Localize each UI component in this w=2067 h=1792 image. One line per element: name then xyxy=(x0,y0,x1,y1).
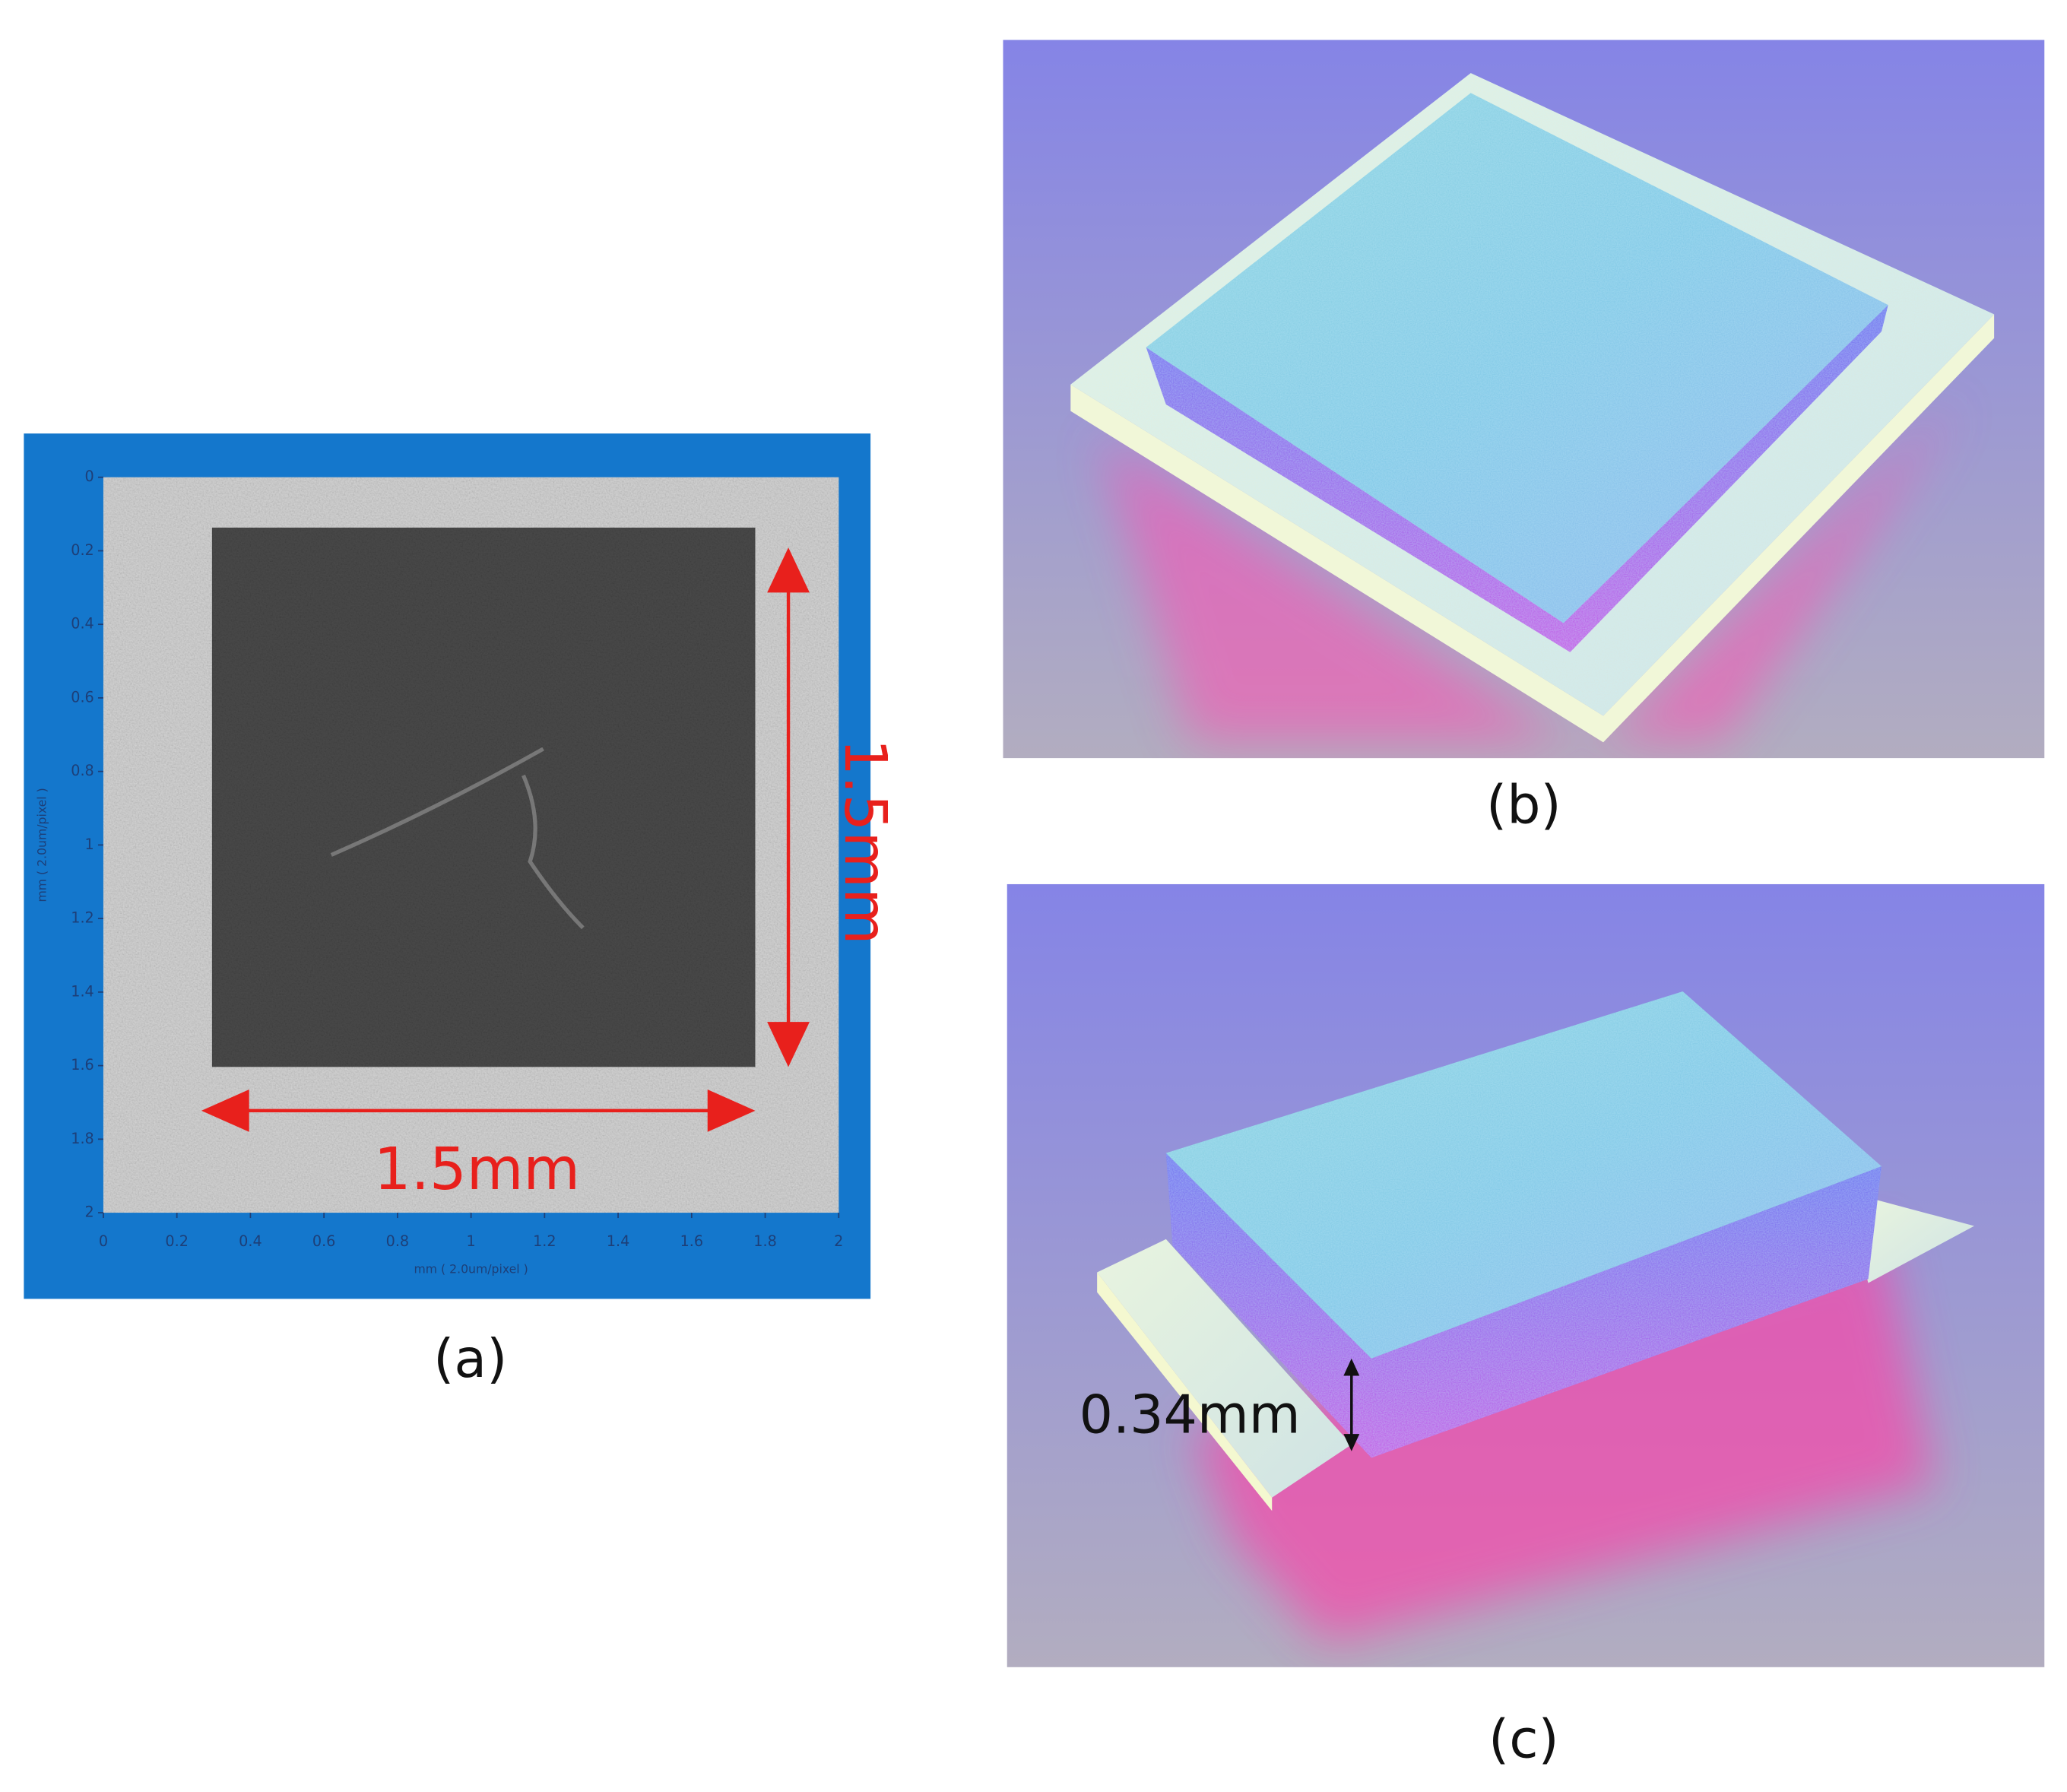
panel-b: (b) xyxy=(1003,40,2045,836)
y-tick-label: 2 xyxy=(85,1204,94,1221)
y-tick-label: 0.4 xyxy=(71,615,94,633)
y-tick-label: 1.6 xyxy=(71,1056,94,1074)
plate-edge xyxy=(1097,1272,1273,1511)
panel-label: (b) xyxy=(1486,775,1561,836)
height-annotation: 1.5mm xyxy=(831,738,899,944)
y-tick-label: 0.8 xyxy=(71,762,94,779)
chip-front xyxy=(1165,1153,1371,1458)
x-tick-label: 1.6 xyxy=(680,1232,703,1250)
chip-sides xyxy=(1146,305,1888,652)
y-tick-label: 1.8 xyxy=(71,1130,94,1147)
crack xyxy=(330,747,585,930)
x-tick-label: 0.6 xyxy=(312,1232,335,1250)
y-tick-label: 0.6 xyxy=(71,688,94,706)
x-tick-label: 1 xyxy=(467,1232,476,1250)
glow xyxy=(1099,398,1961,756)
chip-right xyxy=(1371,1166,1882,1458)
chip-region xyxy=(211,527,756,1067)
plate-edge xyxy=(1070,314,1995,743)
panel-label: (a) xyxy=(433,1328,507,1390)
y-tick-label: 1.2 xyxy=(71,909,94,927)
x-tick-label: 1.2 xyxy=(533,1232,556,1250)
x-tick-label: 0.8 xyxy=(386,1232,409,1250)
width-annotation: 1.5mm xyxy=(374,1136,580,1204)
thickness-annotation: 0.34mm xyxy=(1079,1384,1301,1445)
x-axis-label: mm ( 2.0um/pixel ) xyxy=(414,1262,528,1277)
y-axis-label: mm ( 2.0um/pixel ) xyxy=(34,788,49,902)
y-tick-label: 0 xyxy=(85,468,94,485)
panel-label: (c) xyxy=(1488,1708,1559,1770)
y-tick-label: 1.4 xyxy=(71,982,94,1000)
glow xyxy=(1192,1232,1935,1644)
plate-tab-right xyxy=(1861,1199,1974,1283)
panel-c: 0.34mm (c) xyxy=(1007,883,2045,1770)
x-tick-label: 1.4 xyxy=(607,1232,629,1250)
axes: 0 0.2 0.4 0.6 0.8 1 1.2 1.4 1.6 1.8 200.20.40.60.8… xyxy=(34,468,843,1276)
plate-tab-left xyxy=(1097,1239,1352,1498)
x-tick-label: 0 xyxy=(99,1232,108,1250)
x-tick-label: 2 xyxy=(834,1232,843,1250)
panel-a: 0 0.2 0.4 0.6 0.8 1 1.2 1.4 1.6 1.8 200.20.40.60.8… xyxy=(24,433,899,1390)
y-tick-label: 0.2 xyxy=(71,541,94,559)
x-tick-label: 0.4 xyxy=(239,1232,262,1250)
y-tick-label: 1 xyxy=(85,836,94,853)
chip-top xyxy=(1146,93,1888,623)
chip-top xyxy=(1165,991,1882,1359)
x-tick-label: 0.2 xyxy=(165,1232,188,1250)
x-tick-label: 1.8 xyxy=(753,1232,776,1250)
